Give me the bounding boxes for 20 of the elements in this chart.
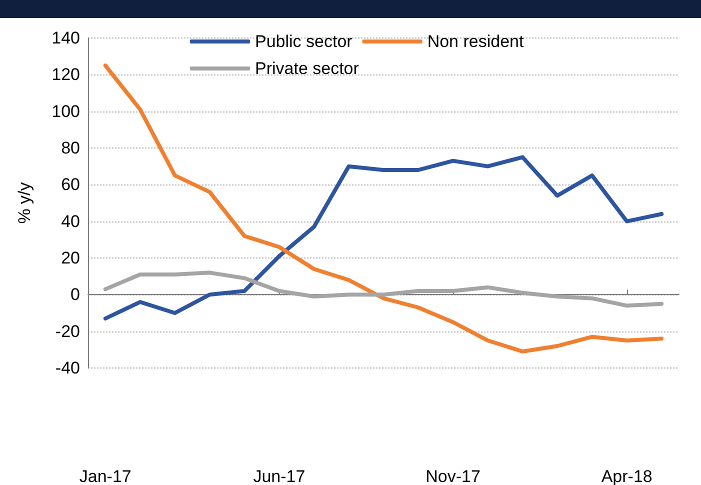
y-tick-label: 140 (52, 28, 80, 48)
y-tick-label: 20 (61, 248, 80, 268)
x-tick-label: Jun-17 (253, 467, 306, 485)
y-tick-label: -20 (55, 322, 80, 341)
y-tick-label: 60 (61, 175, 80, 194)
line-series (103, 64, 664, 354)
x-tick-label: Nov-17 (426, 467, 480, 485)
y-tick-label: -40 (55, 358, 80, 378)
x-tick-label: Jan-17 (79, 467, 132, 485)
y-tick-label: 100 (52, 102, 80, 121)
y-axis-title: % y/y (15, 182, 34, 224)
legend-label: Non resident (427, 32, 524, 51)
y-tick-label: 0 (70, 285, 80, 304)
line-series (103, 270, 664, 308)
y-tick-label: 120 (52, 65, 80, 84)
y-tick-label: 40 (61, 212, 80, 231)
legend-label: Private sector (255, 59, 360, 78)
y-tick-label: 80 (61, 138, 80, 158)
legend-label: Public sector (255, 32, 353, 51)
line-series (103, 155, 664, 320)
